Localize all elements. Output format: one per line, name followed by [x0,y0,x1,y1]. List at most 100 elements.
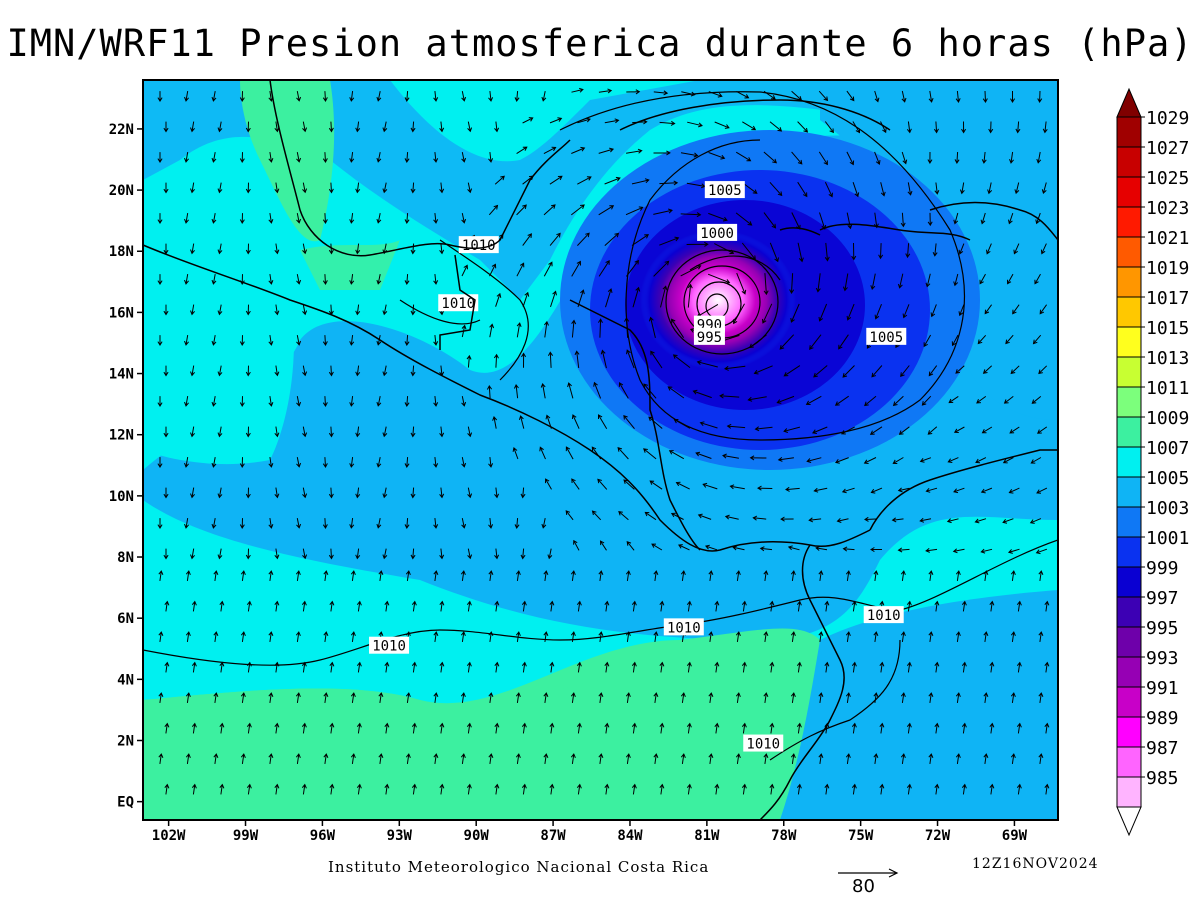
wind-vectors [157,87,1050,795]
y-tick-label: 12N [109,428,134,444]
svg-text:1010: 1010 [667,620,701,636]
colorbar-swatch [1116,206,1142,238]
plot-frame [142,79,1059,821]
colorbar-swatch [1116,746,1142,778]
colorbar-top-triangle [1116,87,1142,118]
contour-label: 1010 [743,734,784,753]
credit-text: Instituto Meteorologico Nacional Costa R… [328,858,710,876]
svg-text:1005: 1005 [708,183,742,199]
colorbar-swatch [1116,596,1142,628]
colorbar-label: 1021 [1146,228,1189,249]
colorbar-swatch [1116,686,1142,718]
colorbar-swatch [1116,386,1142,418]
svg-text:1010: 1010 [372,639,406,655]
coastlines [143,80,1058,820]
chart-title: IMN/WRF11 Presion atmosferica durante 6 … [6,22,1194,65]
x-tick-label: 72W [925,828,951,844]
colorbar-swatch [1116,536,1142,568]
contour-label: 1005 [866,327,907,346]
colorbar-swatch [1116,296,1142,328]
colorbar-label: 1007 [1146,438,1189,459]
colorbar-swatch [1116,656,1142,688]
colorbar-label: 999 [1146,558,1179,579]
y-tick-label: 6N [117,611,134,627]
contour-label: 1010 [863,606,904,624]
svg-text:995: 995 [697,330,722,346]
y-tick-label: 16N [109,305,134,321]
colorbar-label: 1027 [1146,138,1189,159]
colorbar-swatch [1116,506,1142,538]
x-tick-label: 84W [617,828,643,844]
colorbar-swatch [1116,116,1142,148]
svg-text:1010: 1010 [746,737,780,753]
colorbar-label: 995 [1146,618,1179,639]
colorbar-label: 1013 [1146,348,1189,369]
contour-label: 1000 [697,223,738,242]
colorbar-bottom-triangle [1116,806,1142,837]
y-tick-label: 10N [109,489,134,505]
colorbar-label: 987 [1146,738,1179,759]
colorbar-swatch [1116,356,1142,388]
x-tick-label: 90W [464,828,490,844]
colorbar-label: 1019 [1146,258,1189,279]
colorbar-label: 1025 [1146,168,1189,189]
colorbar-label: 1017 [1146,288,1189,309]
y-tick-label: EQ [117,795,134,811]
contour-label: 995 [693,327,725,346]
colorbar-label: 1015 [1146,318,1189,339]
contour-label: 1010 [663,618,704,636]
y-tick-label: 4N [117,672,134,688]
colorbar-swatch [1116,626,1142,658]
colorbar-label: 1023 [1146,198,1189,219]
x-tick-label: 102W [152,828,186,844]
y-tick-label: 8N [117,550,134,566]
colorbar-swatch [1116,446,1142,478]
y-tick-label: 18N [109,244,134,260]
colorbar-label: 1009 [1146,408,1189,429]
vector-reference-label: 80 [852,876,875,897]
x-tick-label: 93W [387,828,413,844]
colorbar-label: 1001 [1146,528,1189,549]
colorbar-label: 989 [1146,708,1179,729]
svg-text:1010: 1010 [462,238,496,254]
colorbar-swatch [1116,146,1142,178]
colorbar-swatch [1116,476,1142,508]
colorbar-swatch [1116,566,1142,598]
svg-text:1010: 1010 [867,608,901,624]
svg-text:1005: 1005 [869,330,903,346]
y-tick-label: 2N [117,733,134,749]
x-tick-label: 87W [540,828,566,844]
vector-reference-arrow [838,868,899,878]
colorbar-label: 1003 [1146,498,1189,519]
contour-labels: 1005100010101010100599099510101010101010… [369,181,907,753]
colorbar-swatch [1116,716,1142,748]
colorbar-legend: 1029 1027 1025 1023 1021 1019 1017 1015 1013 1011… [1116,87,1189,837]
x-tick-label: 99W [233,828,259,844]
x-axis: 102W 99W 96W 93W 90W 87W 84W 81W 78W 75W 72W 69W [152,820,1028,844]
x-tick-label: 96W [310,828,336,844]
y-tick-label: 20N [109,183,134,199]
colorbar-label: 985 [1146,768,1179,789]
contour-label: 1010 [458,236,499,254]
y-tick-label: 22N [109,122,134,138]
x-tick-label: 81W [694,828,720,844]
svg-text:1010: 1010 [441,296,475,312]
colorbar-swatch [1116,266,1142,298]
colorbar-label: 1005 [1146,468,1189,489]
y-tick-label: 14N [109,367,134,383]
svg-text:1000: 1000 [700,226,734,242]
colorbar-label: 1011 [1146,378,1189,399]
contour-label: 1005 [704,181,745,199]
colorbar-swatch [1116,776,1142,808]
colorbar-swatch [1116,236,1142,268]
colorbar-swatch [1116,176,1142,208]
x-tick-label: 69W [1002,828,1028,844]
contour-label: 1010 [369,636,410,655]
colorbar-swatch [1116,326,1142,358]
colorbar-label: 993 [1146,648,1179,669]
contour-label: 1010 [438,294,479,312]
colorbar-swatch [1116,416,1142,448]
colorbar-label: 997 [1146,588,1179,609]
y-axis: 22N 20N 18N 16N 14N 12N 10N 8N 6N 4N 2N EQ [109,122,143,811]
x-tick-label: 75W [848,828,874,844]
